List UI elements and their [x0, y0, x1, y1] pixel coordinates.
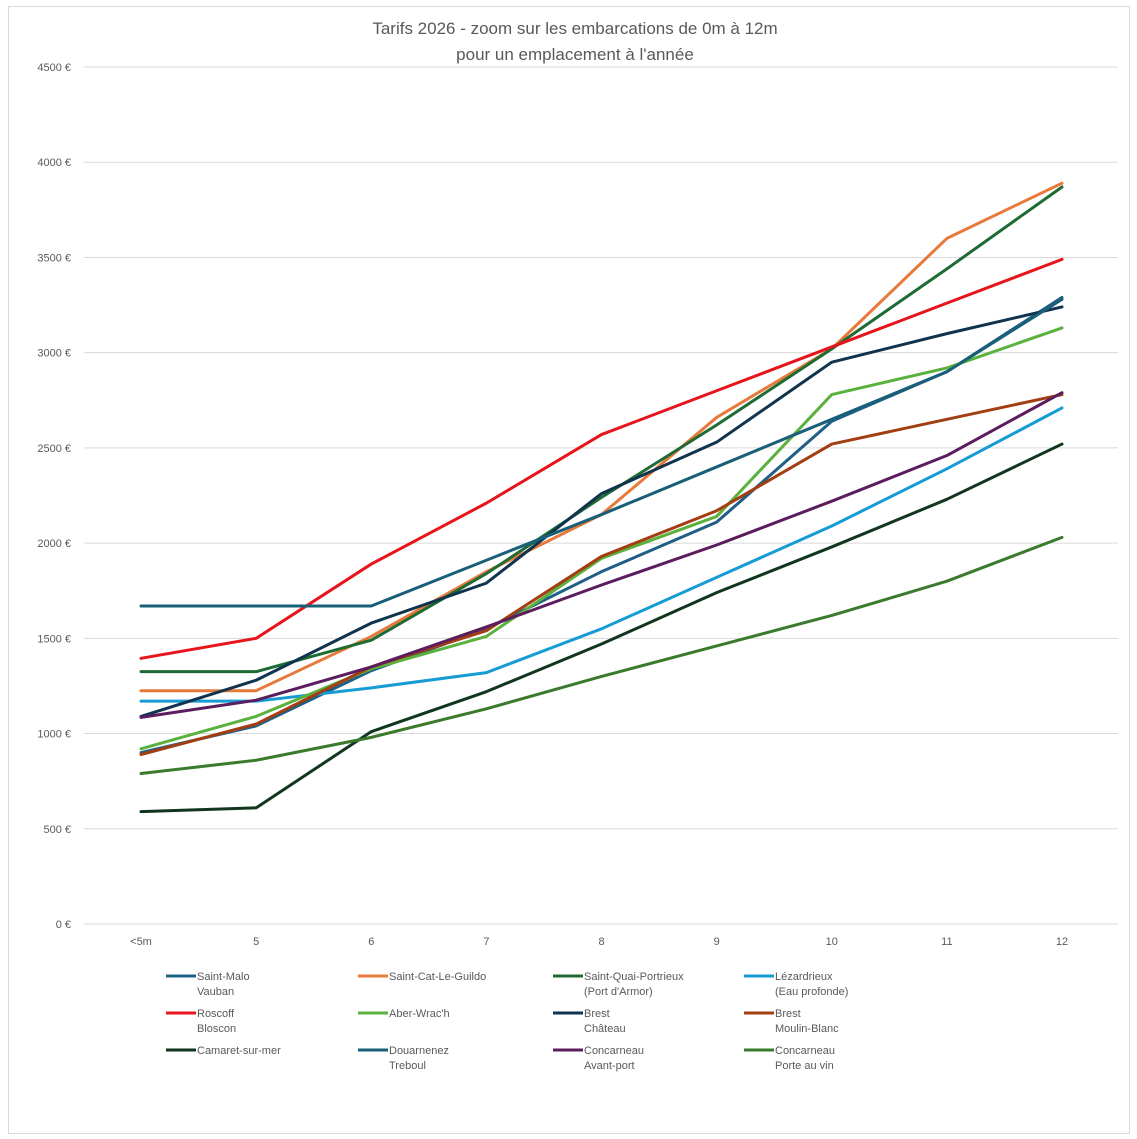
legend-label: Lézardrieux: [775, 971, 833, 983]
y-axis: 0 € 500 € 1000 € 1500 € 2000 € 2500 € 3000 € 35…: [37, 62, 71, 931]
series-layer: [139, 181, 1064, 814]
y-tick-label: 4000 €: [37, 157, 71, 169]
chart-title-line-2: pour un emplacement à l'année: [456, 45, 694, 64]
series-line: [139, 295, 1064, 755]
legend-label: Porte au vin: [775, 1060, 834, 1072]
legend-label: Brest: [584, 1008, 610, 1020]
chart-frame: [8, 6, 1130, 1134]
legend-label: Château: [584, 1023, 626, 1035]
series-line: [139, 393, 1064, 757]
legend: Saint-Malo Vauban Saint-Cat-Le-Guildo Saint…: [166, 971, 848, 1072]
legend-label: (Port d'Armor): [584, 986, 653, 998]
legend-label: Vauban: [197, 986, 234, 998]
x-tick-label: 7: [483, 936, 489, 948]
x-tick-label: 6: [368, 936, 374, 948]
x-tick-label: 9: [714, 936, 720, 948]
legend-label: Bloscon: [197, 1023, 236, 1035]
x-tick-label: 12: [1056, 936, 1068, 948]
y-tick-label: 2500 €: [37, 443, 71, 455]
series-line: [139, 181, 1064, 693]
y-tick-label: 500 €: [43, 824, 71, 836]
legend-label: Douarnenez: [389, 1045, 449, 1057]
x-tick-label: <5m: [130, 936, 152, 948]
series-line: [139, 442, 1064, 814]
x-tick-label: 10: [826, 936, 838, 948]
legend-label: Camaret-sur-mer: [197, 1045, 281, 1057]
series-line: [139, 406, 1064, 703]
x-tick-label: 11: [941, 936, 952, 948]
y-tick-label: 3000 €: [37, 348, 71, 360]
series-line: [139, 305, 1064, 718]
x-axis: <5m 5 6 7 8 9 10 11 12: [130, 936, 1068, 948]
y-tick-label: 1500 €: [37, 633, 71, 645]
y-tick-label: 2000 €: [37, 538, 71, 550]
legend-label: Avant-port: [584, 1060, 635, 1072]
legend-label: Saint-Quai-Portrieux: [584, 971, 684, 983]
x-tick-label: 5: [253, 936, 259, 948]
x-tick-label: 8: [598, 936, 604, 948]
legend-label: Brest: [775, 1008, 801, 1020]
grid-layer: [84, 66, 1118, 925]
legend-label: Saint-Cat-Le-Guildo: [389, 971, 486, 983]
y-tick-label: 3500 €: [37, 252, 71, 264]
series-line: [139, 326, 1064, 751]
legend-label: Roscoff: [197, 1008, 235, 1020]
y-tick-label: 1000 €: [37, 729, 71, 741]
legend-label: (Eau profonde): [775, 986, 848, 998]
chart-title-line-1: Tarifs 2026 - zoom sur les embarcations …: [372, 19, 777, 38]
series-line: [139, 297, 1064, 608]
legend-label: Concarneau: [584, 1045, 644, 1057]
series-line: [139, 535, 1064, 776]
legend-label: Moulin-Blanc: [775, 1023, 839, 1035]
legend-label: Aber-Wrac'h: [389, 1008, 450, 1020]
legend-label: Treboul: [389, 1060, 426, 1072]
y-tick-label: 0 €: [56, 919, 71, 931]
series-line: [139, 257, 1064, 660]
legend-label: Concarneau: [775, 1045, 835, 1057]
y-tick-label: 4500 €: [37, 62, 71, 74]
series-line: [139, 391, 1064, 719]
legend-label: Saint-Malo: [197, 971, 250, 983]
